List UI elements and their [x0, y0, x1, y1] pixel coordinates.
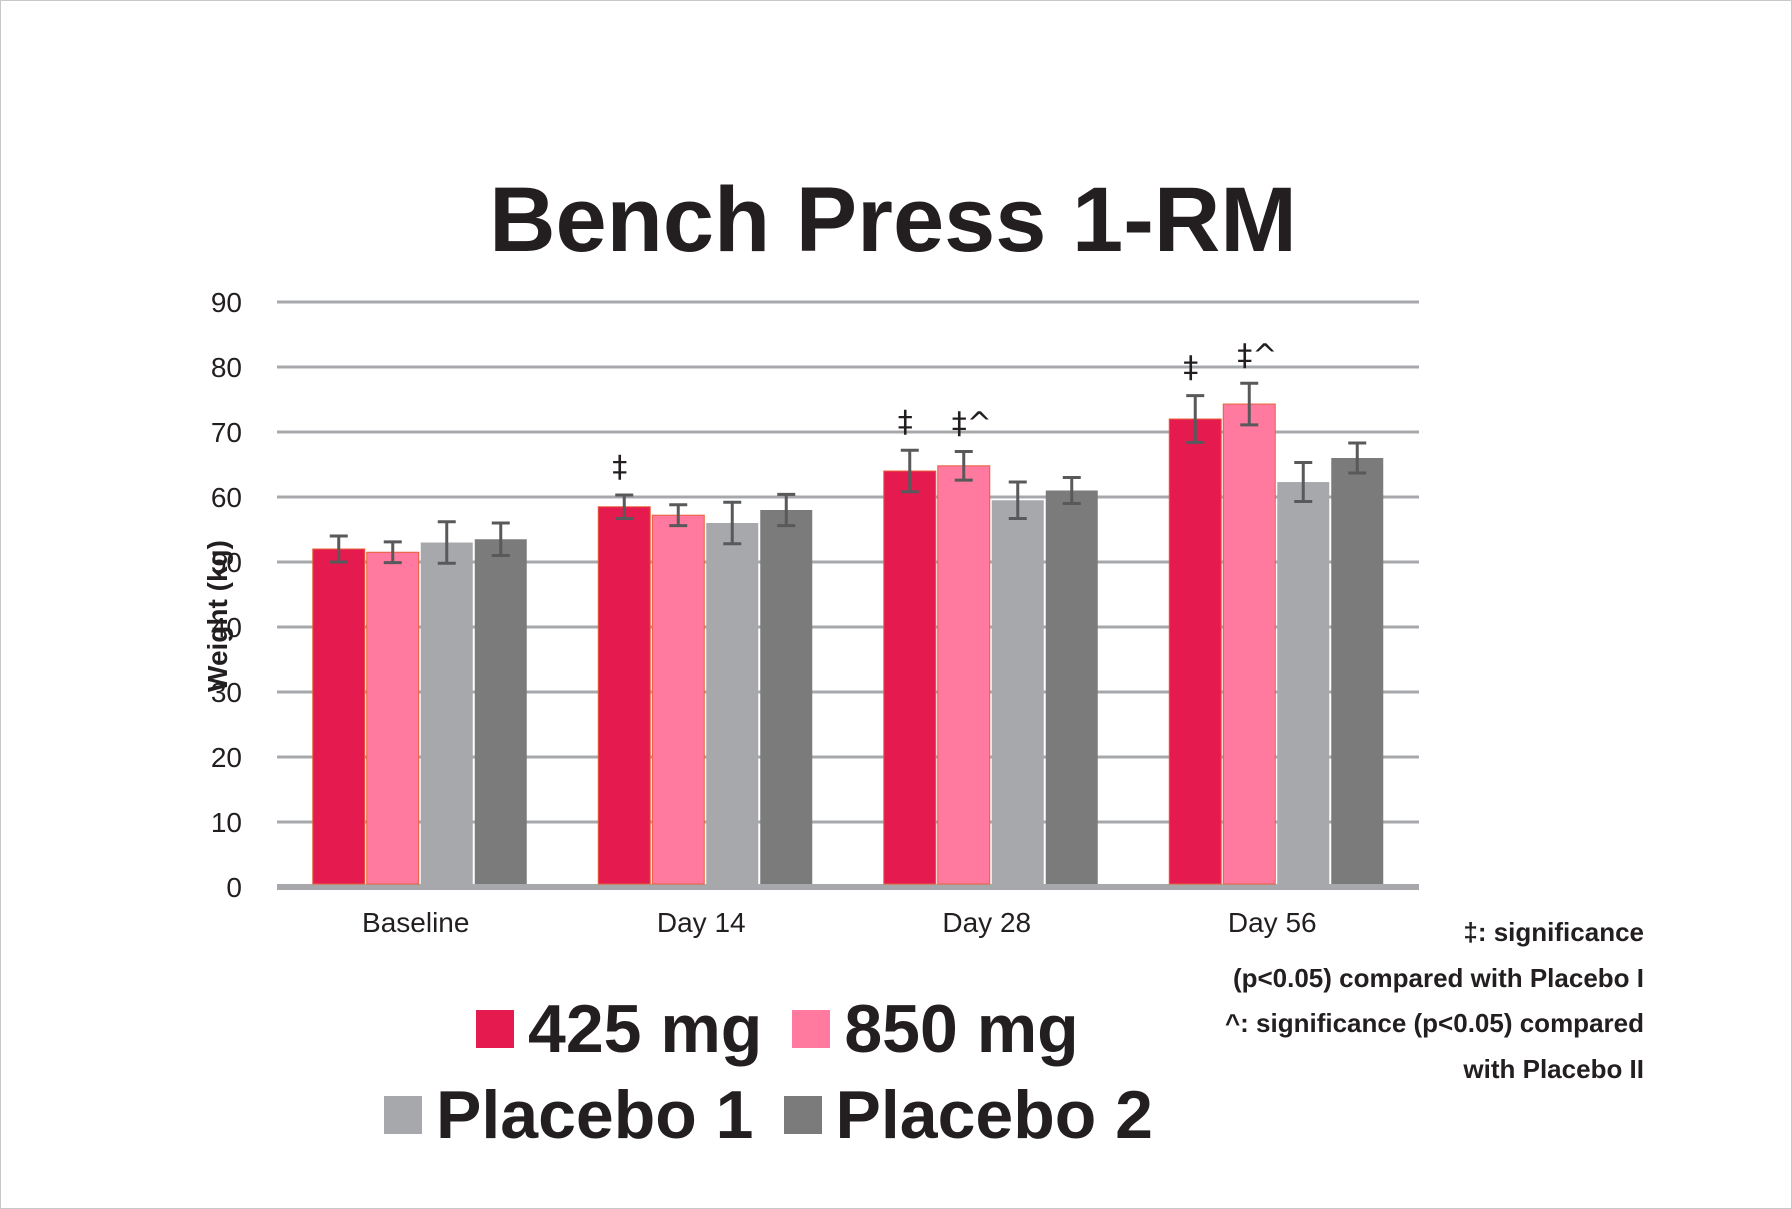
legend-swatch [384, 1096, 422, 1134]
legend-row-2: Placebo 1 Placebo 2 [384, 1076, 1183, 1154]
bar [474, 539, 527, 884]
y-tick-label: 10 [211, 807, 242, 838]
legend-label: Placebo 1 [436, 1077, 754, 1153]
legend-label: Placebo 2 [835, 1077, 1154, 1153]
legend-swatch [792, 1010, 831, 1048]
bar [366, 551, 420, 885]
bar [1168, 418, 1222, 885]
legend-swatch [476, 1010, 514, 1048]
x-tick-label: Day 56 [1228, 907, 1317, 938]
y-tick-label: 80 [211, 352, 242, 383]
footnote-line: ‡: significance [1463, 917, 1644, 947]
y-tick-label: 40 [211, 612, 242, 643]
legend-swatch [783, 1096, 822, 1134]
bar [991, 500, 1044, 884]
bar [651, 514, 705, 885]
footnote: ‡: significance (p<0.05) compared with P… [1124, 910, 1644, 1092]
footnote-line: with Placebo II [1463, 1053, 1644, 1084]
significance-marker: ‡^ [952, 407, 992, 442]
legend-item-placebo-1: Placebo 1 [384, 1076, 754, 1154]
bar [597, 506, 651, 885]
bar [760, 510, 813, 884]
legend-label: 850 mg [844, 991, 1079, 1067]
x-tick-label: Baseline [362, 907, 469, 938]
legend-label: 425 mg [528, 991, 763, 1067]
y-tick-label: 50 [211, 547, 242, 578]
legend-row-1: 425 mg 850 mg [476, 990, 1109, 1068]
footnote-line: (p<0.05) compared with Placebo I [1232, 962, 1644, 993]
legend-item-850mg: 850 mg [792, 990, 1079, 1068]
significance-marker: ‡^ [1237, 338, 1277, 373]
x-tick-label: Day 28 [942, 907, 1031, 938]
bar [1222, 403, 1276, 885]
bar [312, 548, 366, 885]
significance-marker: ‡ [612, 450, 627, 485]
footnote-line: ^: significance (p<0.05) compared [1224, 1008, 1644, 1038]
y-tick-label: 90 [211, 287, 242, 318]
y-tick-label: 20 [211, 742, 242, 773]
y-tick-label: 70 [211, 417, 242, 448]
legend-item-425mg: 425 mg [476, 990, 762, 1068]
y-tick-label: 0 [226, 872, 242, 903]
bar [1331, 458, 1384, 884]
y-tick-label: 60 [211, 482, 242, 513]
chart-title: Bench Press 1-RM [489, 169, 1297, 271]
significance-marker: ‡ [898, 405, 913, 440]
bar [420, 542, 473, 884]
bar [937, 465, 991, 885]
y-tick-label: 30 [211, 677, 242, 708]
legend-item-placebo-2: Placebo 2 [783, 1076, 1154, 1154]
x-tick-label: Day 14 [657, 907, 746, 938]
bar [706, 523, 759, 884]
bar [883, 470, 937, 885]
bar [1045, 490, 1098, 884]
bar [1277, 482, 1330, 884]
significance-marker: ‡ [1183, 351, 1198, 386]
